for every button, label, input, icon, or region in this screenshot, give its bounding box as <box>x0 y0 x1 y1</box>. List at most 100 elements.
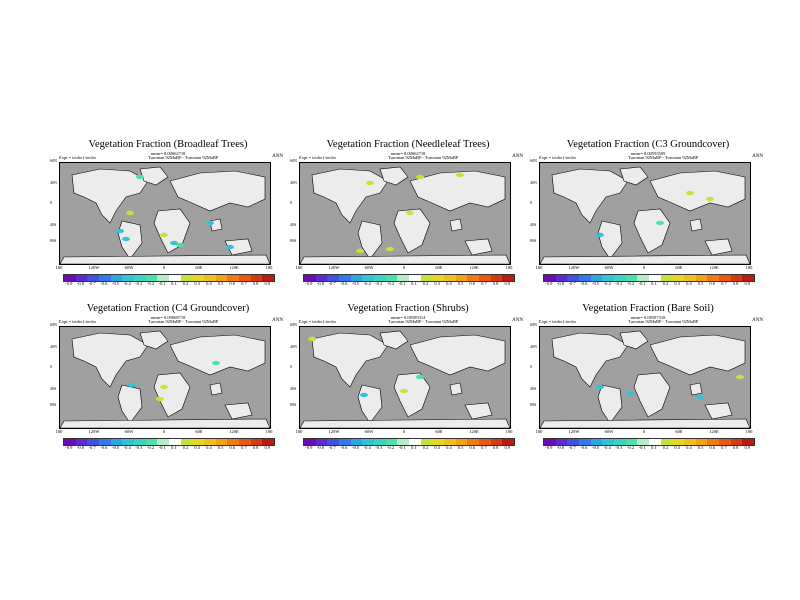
colorbar-swatch <box>490 275 503 281</box>
landmass <box>633 372 671 418</box>
vegetation-patch <box>156 396 164 402</box>
vegetation-patch <box>366 180 374 186</box>
lon-tick-label: 120E <box>709 265 719 270</box>
lat-tick-label: 60N <box>530 322 537 327</box>
lon-tick-label: 0 <box>642 429 646 434</box>
colorbar-swatch <box>490 439 503 445</box>
period-label: Turonian 92MaBP - Turonian 92MaBP <box>388 155 459 160</box>
colorbar-labels: -0.9 -0.8 -0.7 -0.6 -0.5 -0.4 -0.3 -0.2 -0.1 0.1 0… <box>63 445 273 450</box>
lat-tick-label: 40S <box>50 386 57 391</box>
lon-tick-label: 180 <box>745 429 753 434</box>
colorbar-tick-label: 0.9 <box>744 445 751 450</box>
colorbar-tick-label: -0.9 <box>305 281 313 286</box>
colorbar-swatch <box>614 439 626 445</box>
landmass <box>153 208 191 254</box>
vegetation-patch <box>116 228 124 234</box>
period-label: Turonian 92MaBP - Turonian 92MaBP <box>628 155 699 160</box>
colorbar-tick-label: 0.9 <box>504 281 511 286</box>
colorbar-swatch <box>455 439 468 445</box>
period-label: Turonian 92MaBP - Turonian 92MaBP <box>148 155 219 160</box>
colorbar-swatch <box>695 439 708 445</box>
panel-mean: mean= 0.00068718 <box>150 315 186 320</box>
season-label: ANN <box>752 154 763 159</box>
colorbar-tick-label: -0.6 <box>100 281 108 286</box>
lon-tick-label: 120E <box>469 265 479 270</box>
colorbar-swatch <box>315 439 328 445</box>
colorbar-swatch <box>215 439 228 445</box>
colorbar-tick-label: -0.8 <box>316 445 325 450</box>
lon-tick-label: 0 <box>642 265 646 270</box>
colorbar-swatch <box>555 275 568 281</box>
colorbar-tick-label: -0.6 <box>100 445 108 450</box>
vegetation-patch <box>128 382 136 388</box>
lon-tick-label: 180 <box>535 265 543 270</box>
landmass <box>393 208 431 254</box>
colorbar <box>543 274 755 282</box>
landmass <box>409 170 506 212</box>
lat-tick-label: 60N <box>50 322 57 327</box>
colorbar-swatch <box>579 439 591 445</box>
landmass <box>540 254 750 264</box>
colorbar-swatch <box>110 439 123 445</box>
landmass <box>209 382 223 396</box>
colorbar-tick-label: 0.4 <box>686 281 692 286</box>
landmass <box>139 166 169 186</box>
lat-tick-label: 40N <box>290 180 297 185</box>
vegetation-patch <box>416 174 424 180</box>
lon-tick-label: 180 <box>505 265 513 270</box>
colorbar-swatch <box>145 439 158 445</box>
vegetation-patch <box>456 172 464 178</box>
period-label: Turonian 92MaBP - Turonian 92MaBP <box>388 319 459 324</box>
landmass <box>60 254 270 264</box>
colorbar-swatch <box>315 275 328 281</box>
landmass <box>633 208 671 254</box>
colorbar-tick-label: -0.6 <box>580 281 588 286</box>
colorbar-swatch <box>122 439 135 445</box>
colorbar-swatch <box>742 275 755 281</box>
colorbar-swatch <box>684 439 696 445</box>
landmass <box>379 330 409 350</box>
colorbar-swatch <box>239 275 251 281</box>
landmass <box>449 382 463 396</box>
landmass <box>300 418 510 428</box>
landmass <box>71 168 149 224</box>
colorbar-tick-label: 0.9 <box>504 445 511 450</box>
colorbar-tick-label: -0.6 <box>340 445 348 450</box>
lat-tick-label: 60N <box>50 158 57 163</box>
experiment-label: Expt = teohx1-teohx <box>539 319 577 324</box>
colorbar-tick-label: -0.1 <box>398 281 406 286</box>
lon-tick-label: 60W <box>364 265 374 270</box>
colorbar-swatch <box>567 439 580 445</box>
colorbar-swatch <box>420 275 433 281</box>
lat-tick-label: 80S <box>290 402 297 407</box>
colorbar-tick-label: 0.5 <box>217 445 224 450</box>
vegetation-patch <box>136 174 144 180</box>
colorbar-tick-label: 0.3 <box>434 281 441 286</box>
colorbar-swatch <box>262 275 275 281</box>
experiment-label: Expt = teohx1-teohx <box>299 319 337 324</box>
landmass <box>224 238 253 256</box>
colorbar-swatch <box>204 439 216 445</box>
colorbar-swatch <box>614 275 626 281</box>
experiment-label: Expt = teohx1-teohx <box>539 155 577 160</box>
colorbar-labels: -0.9 -0.8 -0.7 -0.6 -0.5 -0.4 -0.3 -0.2 -0.1 0.1 0… <box>543 281 753 286</box>
colorbar-tick-label: 0.7 <box>721 445 727 450</box>
panel-title: Vegetation Fraction (Bare Soil) <box>582 303 714 314</box>
colorbar-tick-label: 0.7 <box>481 445 487 450</box>
colorbar-tick-label: 0.2 <box>182 281 189 286</box>
colorbar-tick-label: -0.3 <box>615 281 623 286</box>
colorbar-swatch <box>99 439 111 445</box>
landmass <box>649 334 746 376</box>
lat-tick-label: 40N <box>50 180 57 185</box>
colorbar-swatch <box>590 275 603 281</box>
colorbar-swatch <box>215 275 228 281</box>
vegetation-patch <box>226 244 234 250</box>
colorbar-swatch <box>444 439 456 445</box>
lat-tick-label: 0 <box>530 200 532 205</box>
colorbar-tick-label: 0.4 <box>446 445 452 450</box>
season-label: ANN <box>752 318 763 323</box>
colorbar-tick-label: 0.6 <box>469 445 476 450</box>
map-svg <box>60 163 270 264</box>
colorbar-tick-label: -0.8 <box>556 445 565 450</box>
landmass <box>139 330 169 350</box>
